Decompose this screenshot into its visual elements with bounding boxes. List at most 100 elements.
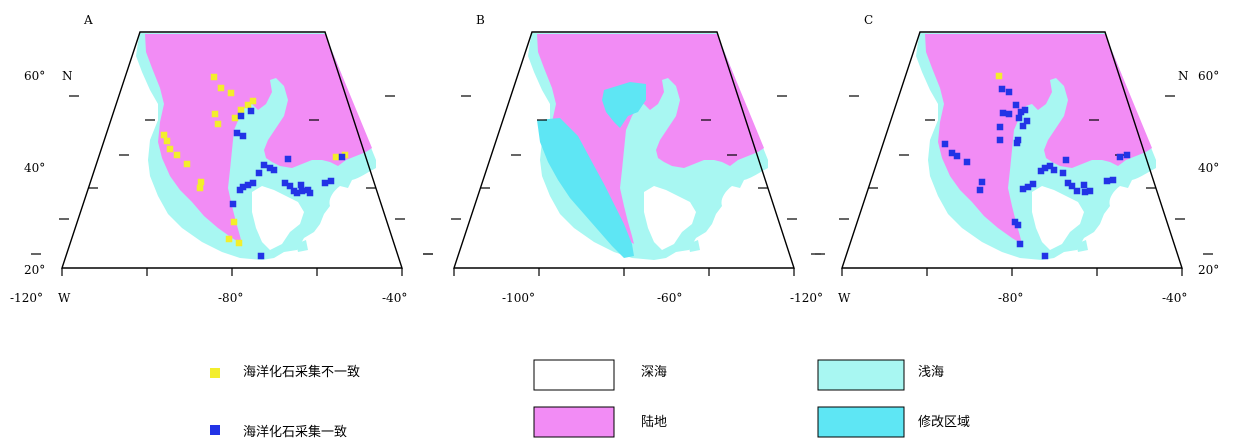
map-panel-b: B -100° -60° — [423, 13, 825, 305]
consistent-sample-marker — [284, 155, 292, 163]
inconsistent-sample-marker — [237, 106, 245, 114]
consistent-sample-marker — [233, 129, 241, 137]
consistent-sample-marker — [293, 189, 301, 197]
panel-letter: A — [83, 13, 93, 27]
consistent-sample-marker — [1041, 164, 1049, 172]
shallow-sea-channel — [1031, 116, 1046, 162]
inconsistent-sample-marker — [225, 235, 233, 243]
consistent-sample-marker — [1059, 169, 1067, 177]
latitude-label: 40° — [1198, 161, 1219, 175]
consistent-sample-marker — [1021, 106, 1029, 114]
consistent-sample-marker — [1046, 162, 1054, 170]
inconsistent-sample-marker — [163, 137, 171, 145]
consistent-sample-marker — [1062, 156, 1070, 164]
longitude-label: -120° — [790, 291, 823, 305]
consistent-sample-marker — [1019, 122, 1027, 130]
inconsistent-sample-marker — [173, 151, 181, 159]
inconsistent-sample-marker — [249, 97, 257, 105]
consistent-sample-marker — [996, 123, 1004, 131]
consistent-sample-marker — [338, 153, 346, 161]
legend-label-modified-region: 修改区域 — [918, 415, 971, 430]
shallow-sea-island — [1076, 240, 1088, 252]
shallow-sea-island — [636, 222, 650, 238]
inconsistent-sample-marker — [244, 101, 252, 109]
consistent-sample-marker — [1029, 180, 1037, 188]
consistent-sample-marker — [1014, 221, 1022, 229]
consistent-sample-marker — [1073, 187, 1081, 195]
consistent-sample-marker — [1005, 110, 1013, 118]
consistent-sample-marker — [1050, 166, 1058, 174]
inconsistent-sample-marker — [210, 73, 218, 81]
deep-sea-bay — [644, 186, 696, 250]
inconsistent-sample-marker — [235, 239, 243, 247]
longitude-label: -60° — [657, 291, 682, 305]
longitude-label: -80° — [218, 291, 243, 305]
legend-label-deep-sea: 深海 — [641, 365, 668, 380]
longitude-label: -100° — [502, 291, 535, 305]
consistent-sample-marker — [1012, 101, 1020, 109]
consistent-sample-marker — [298, 187, 306, 195]
shallow-sea-island — [296, 240, 308, 252]
panel-letter: C — [864, 13, 873, 27]
latitude-label: 20° — [1198, 263, 1219, 277]
legend — [210, 359, 905, 438]
consistent-sample-marker — [1086, 187, 1094, 195]
inconsistent-sample-marker — [231, 114, 239, 122]
inconsistent-sample-marker — [995, 72, 1003, 80]
inconsistent-sample-marker — [166, 145, 174, 153]
consistent-sample-marker — [1080, 181, 1088, 189]
consistent-sample-marker — [1024, 183, 1032, 191]
consistent-sample-marker — [1013, 139, 1021, 147]
consistent-sample-marker — [297, 181, 305, 189]
consistent-sample-marker — [976, 186, 984, 194]
legend-label-inconsistent: 海洋化石采集不一致 — [243, 365, 361, 380]
consistent-sample-marker — [247, 107, 255, 115]
latitude-label: 60° — [24, 69, 45, 83]
legend-label-land: 陆地 — [641, 415, 668, 430]
consistent-sample-marker — [1109, 176, 1117, 184]
consistent-sample-marker — [239, 183, 247, 191]
consistent-sample-marker — [237, 112, 245, 120]
longitude-label: -40° — [382, 291, 407, 305]
consistent-sample-marker — [327, 177, 335, 185]
shallow-sea-channel — [251, 116, 266, 162]
consistent-sample-marker — [1041, 252, 1049, 260]
latitude-suffix: N — [62, 69, 73, 83]
consistent-sample-marker — [257, 252, 265, 260]
legend-swatch-deep-sea — [533, 359, 615, 391]
inconsistent-sample-marker — [230, 218, 238, 226]
inconsistent-sample-marker — [214, 120, 222, 128]
legend-label-consistent: 海洋化石采集一致 — [243, 425, 348, 440]
consistent-sample-marker — [1015, 114, 1023, 122]
latitude-suffix: N — [1178, 69, 1189, 83]
consistent-sample-marker — [1005, 88, 1013, 96]
shallow-sea-island — [244, 222, 258, 238]
consistent-sample-marker — [1103, 177, 1111, 185]
longitude-suffix: W — [838, 291, 851, 305]
longitude-label: -120° — [10, 291, 43, 305]
panel-letter: B — [476, 13, 485, 27]
consistent-sample-marker — [1068, 182, 1076, 190]
consistent-sample-marker — [963, 158, 971, 166]
consistent-sample-marker — [1064, 179, 1072, 187]
legend-swatch-shallow-sea — [817, 359, 905, 391]
consistent-sample-marker — [266, 164, 274, 172]
consistent-sample-marker — [249, 179, 257, 187]
longitude-label: -40° — [1162, 291, 1187, 305]
latitude-label: 60° — [1198, 69, 1219, 83]
map-panel-c: C 60° 40° 20° N -120° W -80° -40° — [790, 13, 1219, 305]
consistent-sample-marker — [306, 189, 314, 197]
consistent-sample-marker — [998, 85, 1006, 93]
maps: A 60° 40° 20° N -120° W -80° -40° B -100° -60° C 60° 4… — [10, 13, 1219, 305]
inconsistent-sample-marker — [183, 160, 191, 168]
shallow-sea-island — [688, 240, 700, 252]
consistent-sample-marker — [1037, 167, 1045, 175]
consistent-sample-marker — [996, 136, 1004, 144]
consistent-sample-marker — [229, 200, 237, 208]
consistent-sample-marker — [941, 140, 949, 148]
longitude-suffix: W — [58, 291, 71, 305]
legend-swatch-land — [533, 406, 615, 438]
deep-sea-bay — [252, 186, 304, 250]
inconsistent-sample-marker — [211, 110, 219, 118]
